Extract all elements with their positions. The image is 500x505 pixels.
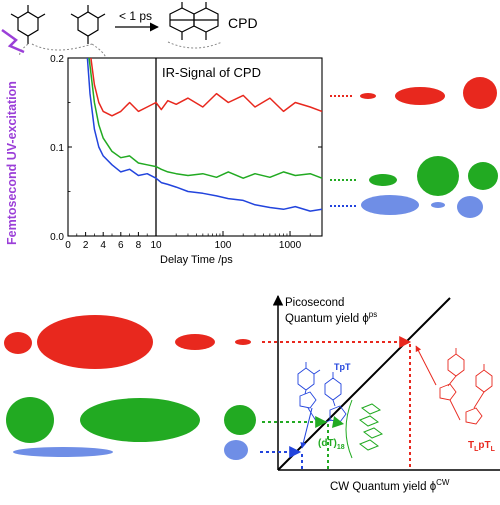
blue-pointer-line [300, 407, 313, 449]
green-series-line [88, 57, 323, 179]
x-tick-label: 6 [118, 240, 124, 251]
red-ellipse-small [360, 93, 376, 99]
x-axis-label: Delay Time /ps [160, 254, 233, 266]
data-series [86, 57, 323, 212]
red-ellipse-big [37, 315, 153, 369]
y-tick-label: 0.2 [50, 54, 64, 65]
x-tick-label-log: 1000 [279, 240, 302, 251]
red-ellipse-medium [395, 87, 445, 105]
blue-ellipse-wide [361, 195, 419, 215]
thymine-structure-left [10, 5, 46, 44]
green-solid-arrowhead [332, 416, 344, 428]
blue-ellipse-tiny [431, 202, 445, 208]
ir-signal-chart: IR-Signal of CPD 0.0 0.1 0.2 0 2 4 6 8 10 100 100… [50, 54, 323, 266]
reaction-time-label: < 1 ps [119, 9, 152, 23]
blue-ellipse-flat [13, 447, 113, 457]
y-tick-label: 0.1 [50, 143, 64, 154]
x-tick-label: 4 [100, 240, 106, 251]
blue-ellipse-right [457, 196, 483, 218]
tlptl-molecule [439, 348, 493, 425]
green-ellipse-round [417, 156, 459, 196]
x-axis-label: CW Quantum yield ϕCW [330, 478, 450, 493]
tlptl-label: TLpTL [468, 440, 496, 453]
thymine-structure-right [70, 5, 106, 44]
green-ellipse-big [80, 398, 200, 442]
y-axis-label-line1: Picosecond [285, 297, 344, 309]
green-ellipse-small [369, 174, 397, 186]
femtosecond-excitation-label: Femtosecond UV-excitation [5, 81, 19, 245]
red-ellipse-dot [235, 339, 251, 345]
uv-excitation-marker: Femtosecond UV-excitation [1, 28, 25, 245]
plot-annotation: IR-Signal of CPD [162, 65, 261, 80]
dna-backbone-right [167, 41, 223, 49]
cpd-structure [169, 2, 219, 40]
red-ellipse-mid [175, 334, 215, 350]
red-ellipse-round [463, 77, 497, 109]
top-right-ellipses [330, 77, 498, 218]
red-series-line [90, 57, 323, 117]
red-pointer-line [415, 345, 437, 386]
tpt-label: TpT [334, 362, 351, 372]
blue-ellipse-round-bottom [224, 440, 248, 460]
red-ellipse-left [4, 332, 32, 354]
y-tick-label: 0.0 [50, 232, 64, 243]
dt18-label: (dT)18 [318, 438, 345, 451]
y-axis-ticks: 0.0 0.1 0.2 [50, 54, 322, 243]
cpd-label: CPD [228, 15, 258, 31]
x-axis-ticks: 0 2 4 6 8 10 100 1000 [65, 231, 323, 251]
x-tick-label-log: 100 [215, 240, 232, 251]
quantum-yield-diagram: Picosecond Quantum yield ϕps CW Quantum … [260, 294, 500, 493]
y-axis-label-line2: Quantum yield ϕps [285, 310, 377, 325]
blue-series-line [86, 57, 323, 212]
x-tick-label: 10 [150, 240, 162, 251]
diagonal-line [277, 297, 451, 471]
x-tick-label: 0 [65, 240, 71, 251]
x-tick-label: 2 [83, 240, 89, 251]
x-tick-label: 8 [136, 240, 142, 251]
green-ellipse-left [6, 397, 54, 443]
dt18-molecule [345, 399, 384, 459]
reaction-scheme: < 1 ps CPD [10, 2, 258, 59]
bottom-left-ellipses [4, 315, 256, 460]
green-ellipse-right [468, 162, 498, 190]
green-ellipse-round-bottom [224, 405, 256, 435]
